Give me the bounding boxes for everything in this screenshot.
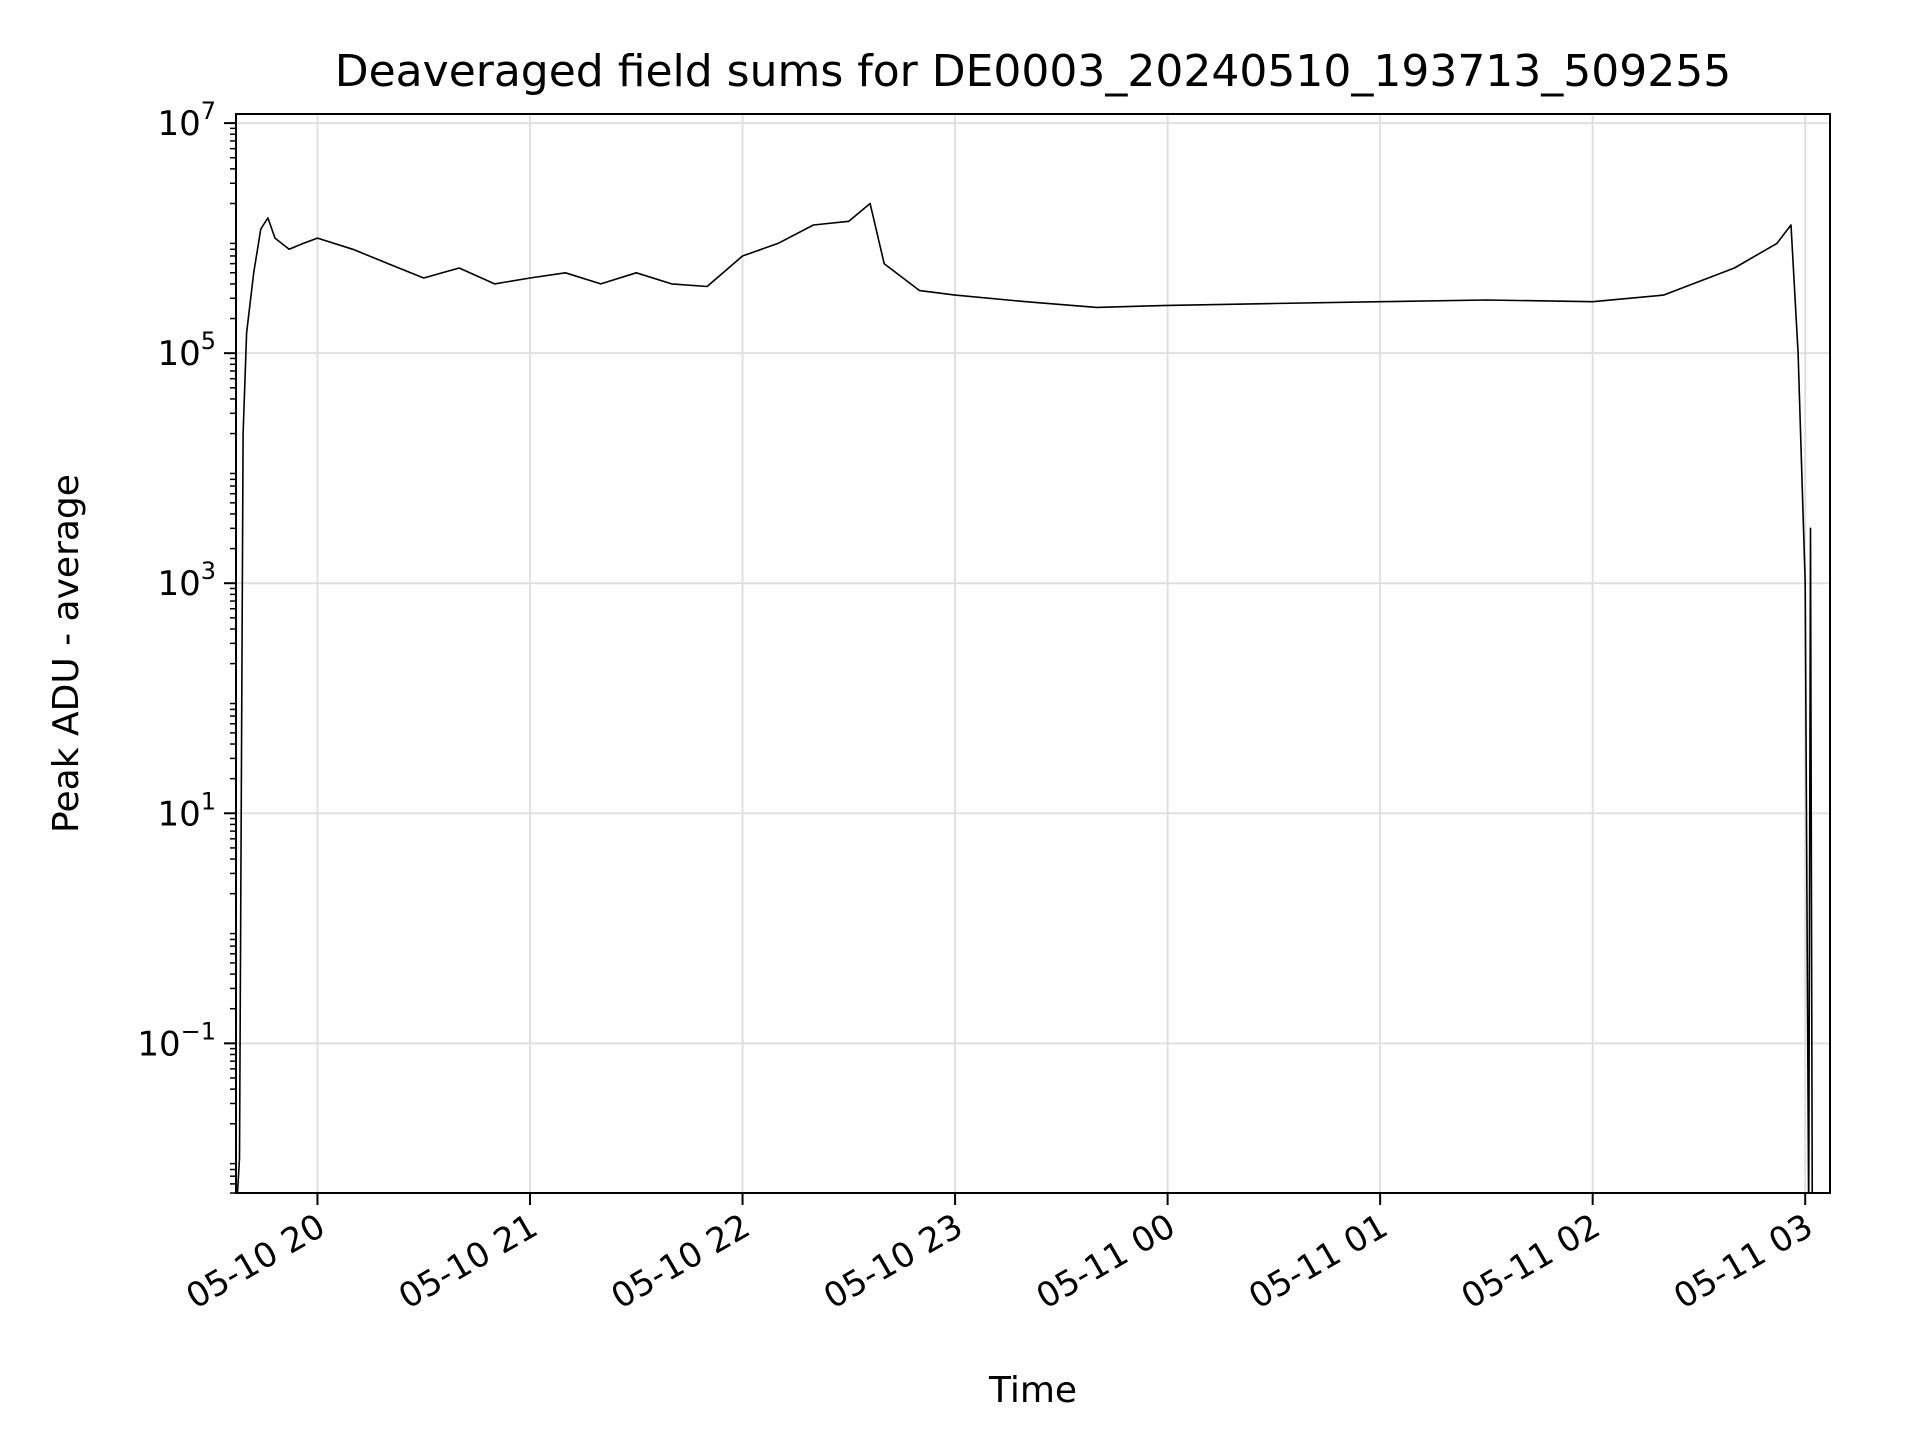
y-tick-label: 101 [157, 787, 216, 834]
y-tick-label: 107 [157, 97, 216, 144]
x-axis-title: Time [988, 1370, 1077, 1411]
y-tick-label: 10−1 [137, 1017, 216, 1064]
y-tick-label: 105 [157, 327, 216, 374]
series-layer [236, 202, 1814, 1193]
y-axis-ticks: 10−1 101 103 105 107 [137, 97, 236, 1194]
series-line [236, 202, 1814, 1193]
plot-frame [235, 113, 1831, 1194]
y-tick-label: 103 [157, 557, 216, 604]
chart-title: Deaveraged field sums for DE0003_2024051… [335, 46, 1732, 97]
y-axis-title: Peak ADU - average [46, 474, 87, 833]
grid-lines [236, 114, 1830, 1193]
